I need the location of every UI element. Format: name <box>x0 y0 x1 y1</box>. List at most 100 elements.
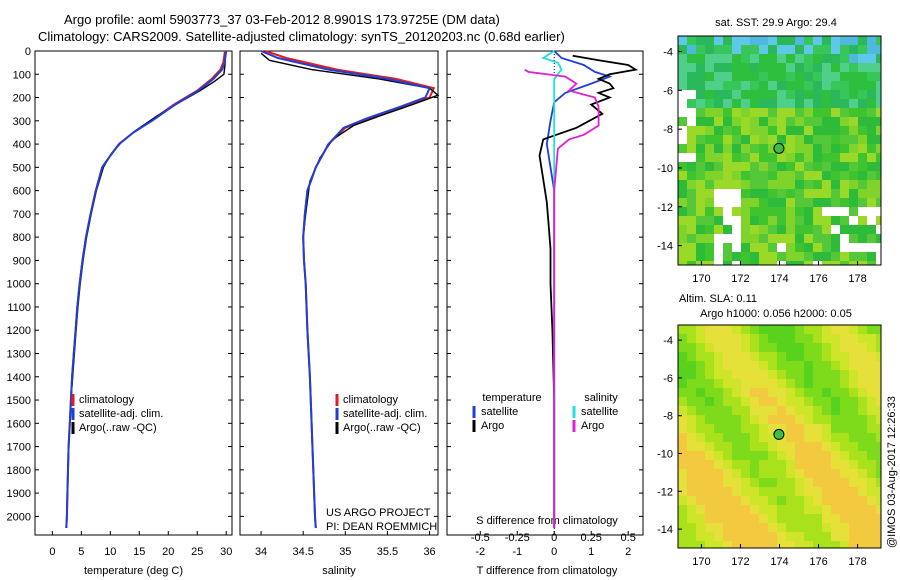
heatmap-cell <box>777 54 786 63</box>
heatmap-cell <box>876 541 881 548</box>
heatmap-cell <box>678 45 687 54</box>
heatmap-cell <box>849 153 858 162</box>
heatmap-cell <box>732 90 741 99</box>
heatmap-cell <box>750 451 759 460</box>
heatmap-cell <box>714 162 723 171</box>
heatmap-cell <box>732 144 741 153</box>
heatmap-cell <box>822 171 831 180</box>
heatmap-cell <box>768 460 777 469</box>
heatmap-cell <box>840 153 849 162</box>
heatmap-cell <box>741 424 750 433</box>
heatmap-cell <box>804 415 813 424</box>
heatmap-cell <box>786 135 795 144</box>
heatmap-cell <box>723 216 732 225</box>
heatmap-cell <box>840 505 849 514</box>
heatmap-cell <box>687 45 696 54</box>
heatmap-cell <box>714 180 723 189</box>
heatmap-cell <box>786 162 795 171</box>
heatmap-cell <box>840 108 849 117</box>
heatmap-cell <box>795 352 804 361</box>
tdiff-axis-label: T difference from climatology <box>477 565 618 577</box>
heatmap-cell <box>804 397 813 406</box>
heatmap-cell <box>768 325 777 334</box>
heatmap-cell <box>831 370 840 379</box>
heatmap-cell <box>777 352 786 361</box>
heatmap-cell <box>732 162 741 171</box>
heatmap-cell <box>867 72 876 81</box>
heatmap-cell <box>750 379 759 388</box>
heatmap-cell <box>678 117 687 126</box>
heatmap-cell <box>795 216 804 225</box>
heatmap-cell <box>858 406 867 415</box>
heatmap-cell <box>831 234 840 243</box>
heatmap-cell <box>831 406 840 415</box>
heatmap-cell <box>714 406 723 415</box>
heatmap-cell <box>795 460 804 469</box>
heatmap-cell <box>696 442 705 451</box>
heatmap-cell <box>849 72 858 81</box>
heatmap-cell <box>786 225 795 234</box>
heatmap-cell <box>813 343 822 352</box>
heatmap-cell <box>840 243 849 252</box>
heatmap-cell <box>786 45 795 54</box>
heatmap-cell <box>741 343 750 352</box>
heatmap-cell <box>813 126 822 135</box>
heatmap-cell <box>786 469 795 478</box>
sla-map-title: Altim. SLA: 0.11 <box>679 293 757 305</box>
heatmap-cell <box>777 99 786 108</box>
heatmap-cell <box>714 532 723 541</box>
heatmap-cell <box>678 478 687 487</box>
heatmap-cell <box>723 424 732 433</box>
heatmap-cell <box>822 442 831 451</box>
heatmap-cell <box>795 424 804 433</box>
heatmap-cell <box>750 415 759 424</box>
heatmap-cell <box>741 541 750 548</box>
heatmap-cell <box>759 153 768 162</box>
heatmap-cell <box>849 198 858 207</box>
heatmap-cell <box>741 216 750 225</box>
heatmap-cell <box>777 523 786 532</box>
heatmap-cell <box>750 523 759 532</box>
heatmap-cell <box>876 135 881 144</box>
heatmap-cell <box>705 171 714 180</box>
heatmap-cell <box>741 198 750 207</box>
heatmap-cell <box>786 234 795 243</box>
heatmap-cell <box>831 433 840 442</box>
heatmap-cell <box>777 532 786 541</box>
heatmap-cell <box>714 90 723 99</box>
heatmap-cell <box>786 397 795 406</box>
heatmap-cell <box>858 415 867 424</box>
heatmap-cell <box>795 126 804 135</box>
heatmap-cell <box>705 505 714 514</box>
heatmap-cell <box>741 514 750 523</box>
heatmap-cell <box>732 189 741 198</box>
heatmap-cell <box>849 442 858 451</box>
heatmap-cell <box>723 397 732 406</box>
heatmap-cell <box>759 397 768 406</box>
heatmap-cell <box>804 334 813 343</box>
heatmap-cell <box>840 424 849 433</box>
heatmap-cell <box>723 352 732 361</box>
heatmap-cell <box>858 451 867 460</box>
heatmap-cell <box>777 207 786 216</box>
heatmap-cell <box>732 370 741 379</box>
heatmap-cell <box>750 153 759 162</box>
heatmap-cell <box>858 325 867 334</box>
heatmap-cell <box>687 171 696 180</box>
sst-map-ytick-label: -6 <box>663 85 673 97</box>
heatmap-cell <box>804 189 813 198</box>
heatmap-cell <box>831 379 840 388</box>
heatmap-cell <box>786 424 795 433</box>
heatmap-cell <box>786 415 795 424</box>
heatmap-cell <box>876 171 881 180</box>
heatmap-cell <box>822 234 831 243</box>
heatmap-cell <box>705 487 714 496</box>
heatmap-cell <box>876 234 881 243</box>
heatmap-cell <box>759 99 768 108</box>
heatmap-cell <box>831 225 840 234</box>
heatmap-cell <box>795 81 804 90</box>
heatmap-cell <box>804 523 813 532</box>
heatmap-cell <box>696 63 705 72</box>
heatmap-cell <box>687 334 696 343</box>
heatmap-cell <box>696 343 705 352</box>
